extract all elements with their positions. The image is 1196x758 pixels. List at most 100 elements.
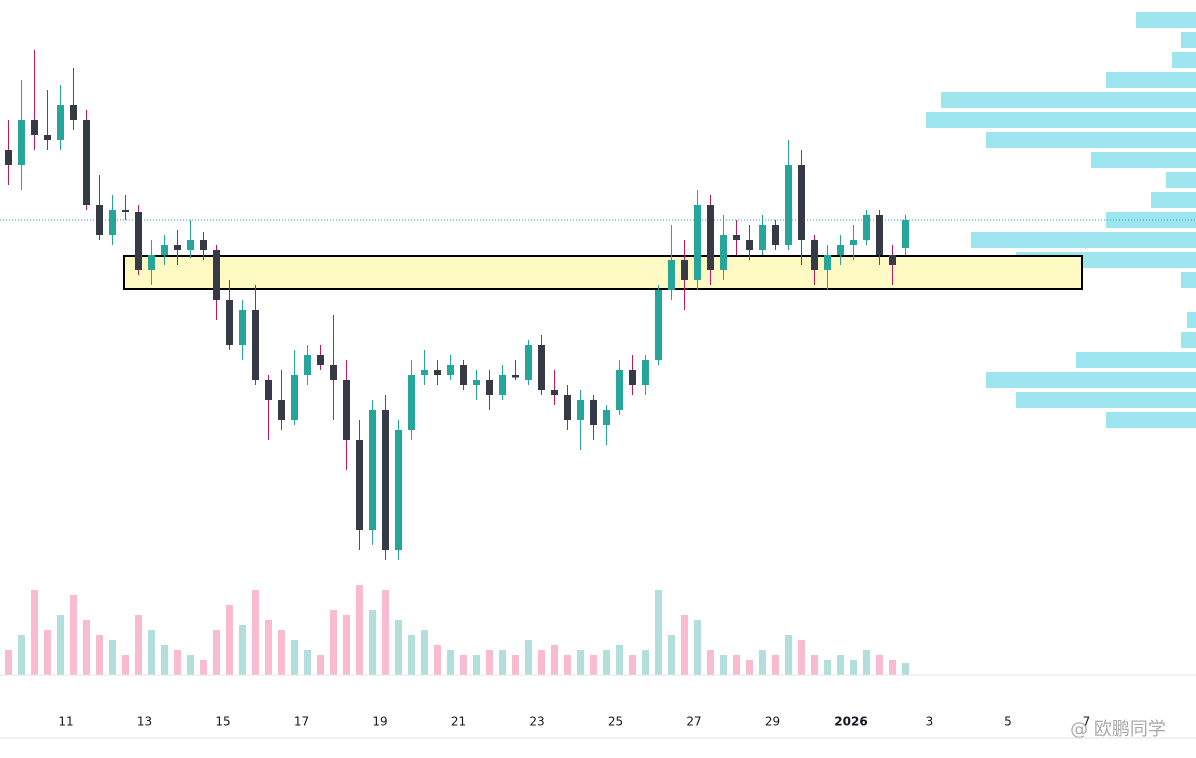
candle-body (447, 365, 454, 375)
volume-bar (421, 630, 428, 675)
volume-bar (538, 650, 545, 675)
x-tick-label: 27 (686, 715, 701, 729)
x-tick-label: 29 (765, 715, 780, 729)
candle-body (109, 210, 116, 235)
candle-body (421, 370, 428, 375)
volume-bar (720, 655, 727, 675)
candle-body (577, 400, 584, 420)
volume-bar (83, 620, 90, 675)
candle-body (499, 375, 506, 395)
profile-bar (1076, 352, 1196, 368)
candle-body (889, 255, 896, 265)
candle-body (408, 375, 415, 430)
candle-body (148, 255, 155, 270)
candle-body (590, 400, 597, 425)
x-tick-label: 15 (215, 715, 230, 729)
candle-body (382, 410, 389, 550)
volume-bar (473, 655, 480, 675)
x-tick-label: 25 (608, 715, 623, 729)
candle-body (759, 225, 766, 250)
volume-bar (109, 640, 116, 675)
candle-body (733, 235, 740, 240)
volume-bar (304, 650, 311, 675)
profile-bar (1181, 272, 1196, 288)
candle-body (551, 390, 558, 395)
candle-body (486, 380, 493, 395)
x-tick-label: 17 (294, 715, 309, 729)
volume-bar (850, 660, 857, 675)
volume-bar (629, 655, 636, 675)
candle-body (785, 165, 792, 245)
candle-body (863, 215, 870, 240)
candle-body (746, 240, 753, 250)
volume-bar (278, 630, 285, 675)
profile-bar (1151, 192, 1196, 208)
candle-body (395, 430, 402, 550)
candle-body (135, 212, 142, 270)
x-tick-label: 19 (372, 715, 387, 729)
support-zone (123, 255, 1083, 290)
volume-bar (31, 590, 38, 675)
candle-body (317, 355, 324, 365)
candle-body (70, 105, 77, 120)
volume-bar (382, 590, 389, 675)
candle-body (83, 120, 90, 205)
candle-body (824, 255, 831, 270)
candle-body (57, 105, 64, 140)
volume-bar (174, 650, 181, 675)
candle-body (811, 240, 818, 270)
volume-bar (369, 610, 376, 675)
volume-bar (759, 650, 766, 675)
volume-bar (798, 640, 805, 675)
volume-bar (44, 630, 51, 675)
profile-bar (986, 372, 1196, 388)
volume-bar (252, 590, 259, 675)
volume-bar (811, 655, 818, 675)
candle-body (460, 365, 467, 385)
volume-bar (70, 595, 77, 675)
candle-body (629, 370, 636, 385)
volume-bar (135, 615, 142, 675)
candle-body (122, 210, 129, 212)
profile-bar (941, 92, 1196, 108)
volume-bar (746, 660, 753, 675)
volume-bar (733, 655, 740, 675)
candle-body (668, 260, 675, 290)
candle-body (720, 235, 727, 270)
volume-bar (785, 635, 792, 675)
volume-bar (499, 650, 506, 675)
volume-bar (200, 660, 207, 675)
volume-bar (837, 655, 844, 675)
volume-bar (551, 645, 558, 675)
candle-body (356, 440, 363, 530)
candle-body (304, 355, 311, 375)
candle-body (642, 360, 649, 385)
profile-bar (1106, 212, 1196, 228)
volume-bar (226, 605, 233, 675)
candle-body (798, 165, 805, 240)
candle-body (278, 400, 285, 420)
x-tick-label: 23 (529, 715, 544, 729)
candle-body (200, 240, 207, 250)
volume-bar (343, 615, 350, 675)
volume-bar (213, 630, 220, 675)
volume-bar (525, 640, 532, 675)
volume-bar (577, 650, 584, 675)
profile-bar (1091, 152, 1196, 168)
profile-bar (1106, 72, 1196, 88)
candle-body (434, 370, 441, 375)
candle-body (174, 245, 181, 250)
volume-bar (239, 625, 246, 675)
volume-bar (187, 655, 194, 675)
x-tick-label: 7 (1083, 715, 1091, 729)
x-tick-label: 3 (926, 715, 934, 729)
candle-body (694, 205, 701, 280)
watermark: @ 欧鹏同学 (1070, 719, 1166, 740)
volume-bar (447, 650, 454, 675)
candle-body (96, 205, 103, 235)
candle-body (837, 245, 844, 255)
candle-body (902, 220, 909, 248)
volume-bar (161, 645, 168, 675)
candle-body (538, 345, 545, 390)
